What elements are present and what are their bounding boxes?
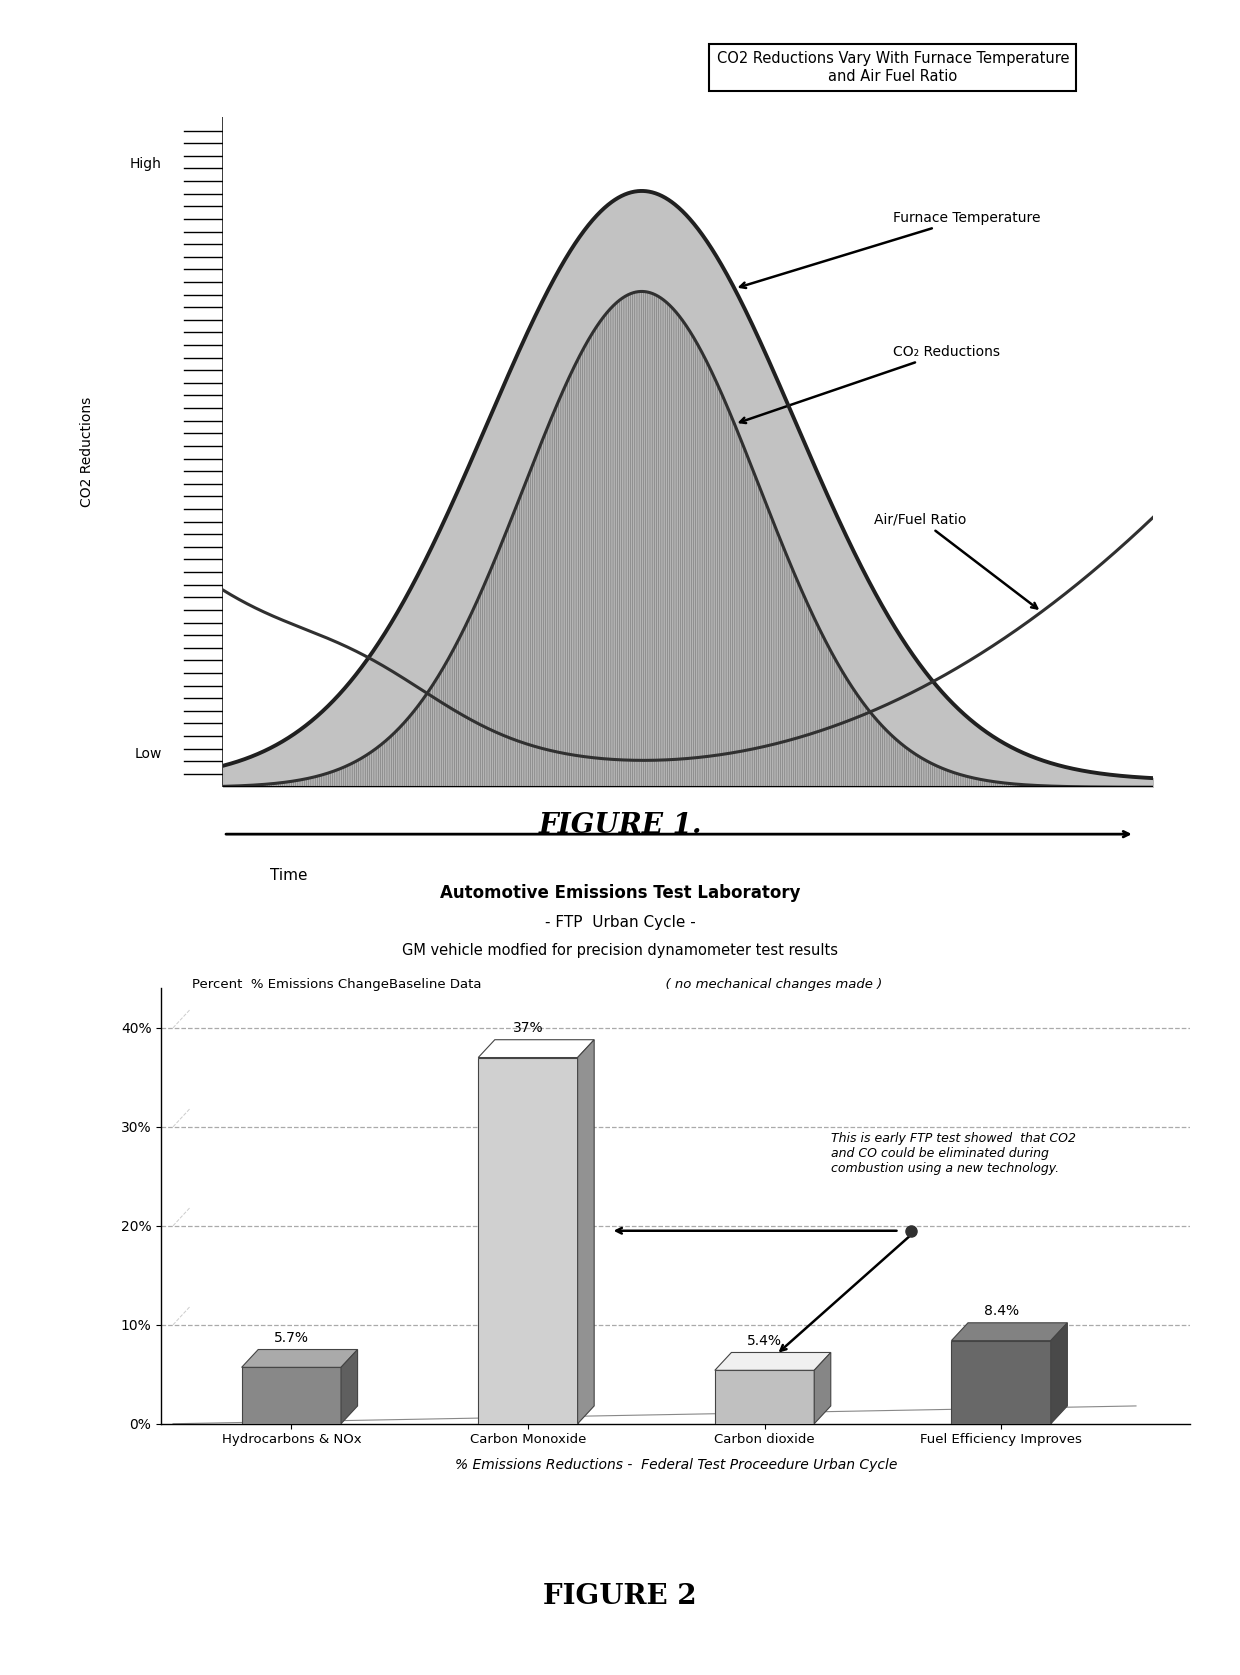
Polygon shape bbox=[714, 1352, 831, 1370]
Text: FIGURE 2: FIGURE 2 bbox=[543, 1583, 697, 1610]
Text: FIGURE 1.: FIGURE 1. bbox=[538, 812, 702, 839]
Text: Time: Time bbox=[270, 868, 308, 883]
Text: CO₂ Reductions: CO₂ Reductions bbox=[740, 345, 999, 424]
Polygon shape bbox=[242, 1350, 357, 1367]
Text: This is early FTP test showed  that CO2
and CO could be eliminated during
combus: This is early FTP test showed that CO2 a… bbox=[831, 1132, 1076, 1174]
Text: GM vehicle modfied for precision dynamometer test results: GM vehicle modfied for precision dynamom… bbox=[402, 943, 838, 958]
Polygon shape bbox=[815, 1352, 831, 1424]
Polygon shape bbox=[951, 1323, 1068, 1340]
Text: 5.7%: 5.7% bbox=[274, 1330, 309, 1345]
Polygon shape bbox=[578, 1040, 594, 1424]
Polygon shape bbox=[714, 1370, 815, 1424]
Text: Automotive Emissions Test Laboratory: Automotive Emissions Test Laboratory bbox=[440, 884, 800, 903]
Text: CO2 Reductions Vary With Furnace Temperature
and Air Fuel Ratio: CO2 Reductions Vary With Furnace Tempera… bbox=[717, 52, 1069, 84]
Text: Furnace Temperature: Furnace Temperature bbox=[740, 211, 1040, 288]
Text: 8.4%: 8.4% bbox=[983, 1303, 1019, 1318]
Text: - FTP  Urban Cycle -: - FTP Urban Cycle - bbox=[544, 915, 696, 930]
Text: High: High bbox=[130, 157, 161, 171]
Polygon shape bbox=[242, 1367, 341, 1424]
Text: 5.4%: 5.4% bbox=[746, 1333, 782, 1347]
X-axis label: % Emissions Reductions -  Federal Test Proceedure Urban Cycle: % Emissions Reductions - Federal Test Pr… bbox=[455, 1457, 897, 1472]
Text: CO2 Reductions: CO2 Reductions bbox=[79, 397, 94, 508]
Text: Percent  % Emissions ChangeBaseline Data: Percent % Emissions ChangeBaseline Data bbox=[192, 978, 481, 992]
Polygon shape bbox=[1050, 1323, 1068, 1424]
Text: 37%: 37% bbox=[512, 1020, 543, 1035]
Text: Low: Low bbox=[134, 747, 161, 760]
Text: ( no mechanical changes made ): ( no mechanical changes made ) bbox=[657, 978, 883, 992]
Polygon shape bbox=[479, 1057, 578, 1424]
Polygon shape bbox=[951, 1340, 1050, 1424]
Polygon shape bbox=[479, 1040, 594, 1057]
Text: Air/Fuel Ratio: Air/Fuel Ratio bbox=[874, 513, 1037, 608]
Polygon shape bbox=[341, 1350, 357, 1424]
